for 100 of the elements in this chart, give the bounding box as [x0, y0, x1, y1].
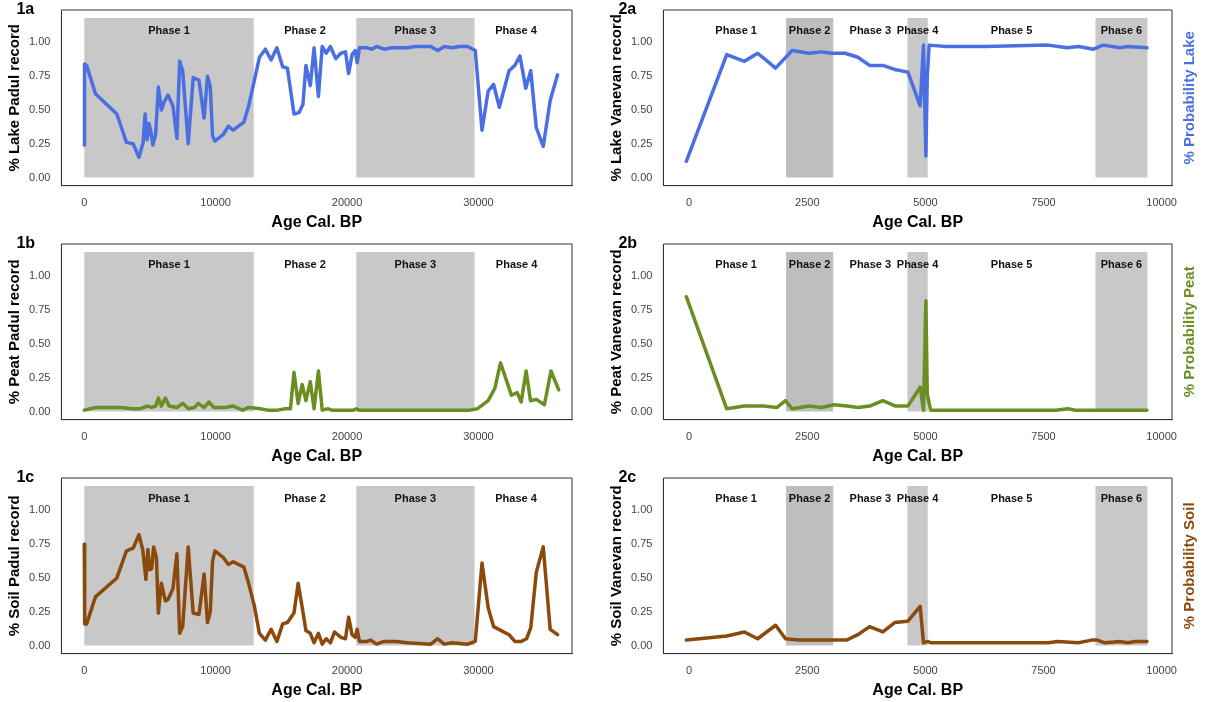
band-label: Phase 2: [788, 492, 831, 505]
band-label: Phase 2: [788, 258, 831, 271]
x-tick-label: 10000: [200, 664, 231, 677]
annotation: Phase 4: [495, 492, 538, 505]
y-tick-label: 0.25: [28, 370, 51, 383]
x-tick-label: 30000: [463, 664, 494, 677]
y-tick-label: 0.75: [28, 537, 51, 550]
y-axis-title: % Peat Padul record: [5, 259, 23, 405]
x-tick-label: 20000: [331, 196, 363, 209]
annotation: Phase 4: [495, 258, 539, 271]
band-label: Phase 1: [148, 258, 190, 271]
y-tick-label: 0.50: [630, 570, 653, 583]
y-tick-label: 0.50: [28, 336, 51, 349]
x-tick-label: 7500: [1031, 664, 1056, 677]
y-tick-label: 0.50: [630, 102, 653, 115]
x-tick-label: 2500: [795, 196, 820, 209]
band-label: Phase 3: [394, 258, 437, 271]
y-axis-title: % Lake Padul record: [5, 24, 23, 172]
y-axis-title: % Soil Vanevan record: [607, 485, 625, 647]
x-axis-title: Age Cal. BP: [271, 212, 363, 230]
band-label: Phase 6: [1100, 258, 1143, 271]
x-tick-label: 10000: [1146, 430, 1177, 443]
y-tick-label: 0.00: [630, 170, 653, 183]
chart-title: 1a: [16, 0, 35, 18]
band-label: Phase 6: [1100, 492, 1143, 505]
x-tick-label: 0: [81, 664, 88, 677]
y-tick-label: 0.50: [28, 102, 51, 115]
y2-axis-title: % Probability Soil: [1180, 502, 1198, 630]
x-tick-label: 5000: [913, 664, 938, 677]
y-tick-label: 0.25: [28, 604, 51, 617]
band-label: Phase 3: [394, 24, 437, 37]
y-tick-label: 0.75: [630, 537, 653, 550]
y-tick-label: 0.75: [630, 303, 653, 316]
x-axis-title: Age Cal. BP: [271, 680, 363, 698]
y-axis-title: % Lake Vanevan record: [607, 14, 625, 182]
y-tick-label: 1.00: [630, 269, 653, 282]
x-tick-label: 10000: [1146, 664, 1177, 677]
y-tick-label: 0.50: [28, 570, 51, 583]
annotation: Phase 1: [715, 258, 757, 271]
y-tick-label: 0.00: [630, 404, 653, 417]
x-tick-label: 20000: [331, 430, 363, 443]
y-axis-title: % Soil Padul record: [5, 495, 23, 637]
y-tick-label: 0.75: [28, 69, 51, 82]
y-tick-label: 0.25: [630, 370, 653, 383]
y-tick-label: 0.25: [630, 136, 653, 149]
x-tick-label: 7500: [1031, 430, 1056, 443]
y-tick-label: 0.00: [28, 170, 51, 183]
y-tick-label: 1.00: [28, 269, 51, 282]
x-tick-label: 2500: [795, 664, 820, 677]
band-label: Phase 4: [896, 492, 940, 505]
x-tick-label: 0: [686, 664, 693, 677]
annotation: Phase 3: [849, 24, 892, 37]
y-tick-label: 1.00: [28, 35, 51, 48]
band-label: Phase 6: [1100, 24, 1143, 37]
x-tick-label: 5000: [913, 430, 938, 443]
x-tick-label: 5000: [913, 196, 938, 209]
annotation: Phase 1: [715, 492, 757, 505]
y2-axis-title: % Probability Lake: [1180, 31, 1198, 165]
x-tick-label: 20000: [331, 664, 363, 677]
annotation: Phase 1: [715, 24, 757, 37]
band-label: Phase 4: [896, 24, 940, 37]
band-label: Phase 4: [896, 258, 940, 271]
band-label: Phase 3: [394, 492, 437, 505]
y-tick-label: 0.50: [630, 336, 653, 349]
annotation: Phase 3: [849, 258, 892, 271]
x-tick-label: 0: [686, 430, 693, 443]
x-tick-label: 0: [686, 196, 693, 209]
annotation: Phase 4: [495, 24, 538, 37]
y-tick-label: 0.25: [630, 604, 653, 617]
annotation: Phase 2: [284, 258, 326, 271]
y-tick-label: 0.75: [630, 69, 653, 82]
x-axis-title: Age Cal. BP: [872, 212, 964, 230]
x-tick-label: 0: [81, 196, 88, 209]
chart-title: 1c: [16, 468, 35, 486]
x-axis-title: Age Cal. BP: [872, 680, 964, 698]
x-tick-label: 2500: [795, 430, 820, 443]
annotation: Phase 5: [990, 258, 1033, 271]
band-label: Phase 1: [148, 492, 190, 505]
x-tick-label: 7500: [1031, 196, 1056, 209]
y2-axis-title: % Probability Peat: [1180, 266, 1198, 398]
y-tick-label: 0.25: [28, 136, 51, 149]
y-axis-title: % Peat Vanevan record: [607, 249, 625, 415]
x-tick-label: 30000: [463, 430, 494, 443]
annotation: Phase 5: [990, 24, 1033, 37]
x-tick-label: 10000: [1146, 196, 1177, 209]
annotation: Phase 3: [849, 492, 892, 505]
x-tick-label: 30000: [463, 196, 494, 209]
y-tick-label: 0.00: [630, 638, 653, 651]
band-label: Phase 2: [788, 24, 831, 37]
chart-title: 1b: [16, 234, 36, 252]
y-tick-label: 1.00: [630, 503, 653, 516]
y-tick-label: 1.00: [630, 35, 653, 48]
y-tick-label: 0.75: [28, 303, 51, 316]
annotation: Phase 2: [284, 24, 326, 37]
band-label: Phase 1: [148, 24, 190, 37]
x-axis-title: Age Cal. BP: [872, 446, 964, 464]
annotation: Phase 5: [990, 492, 1033, 505]
chart-title: 2c: [618, 468, 637, 486]
y-tick-label: 1.00: [28, 503, 51, 516]
x-tick-label: 10000: [200, 430, 231, 443]
